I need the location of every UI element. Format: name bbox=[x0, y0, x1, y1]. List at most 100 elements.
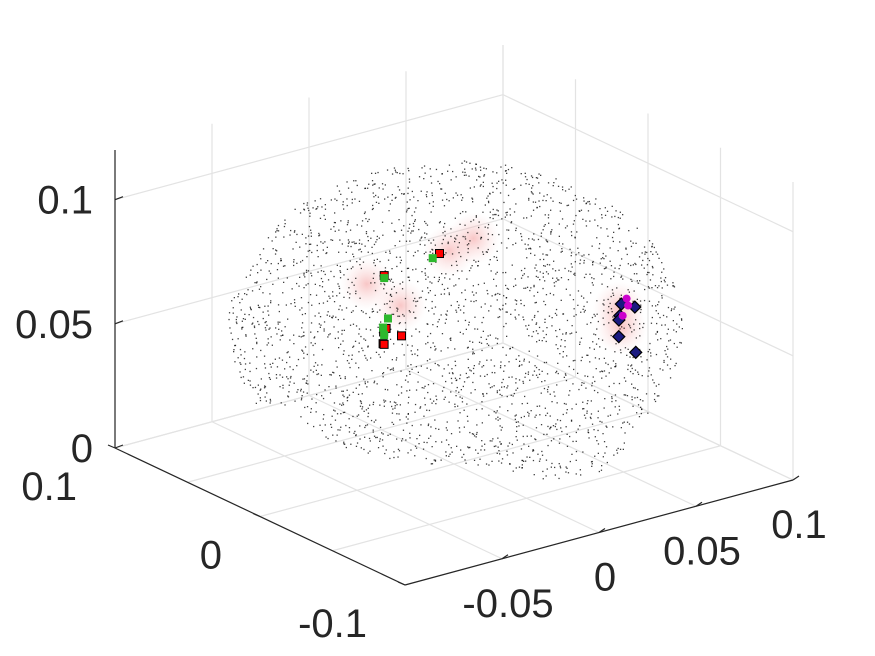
brain-point bbox=[640, 356, 642, 358]
brain-point bbox=[444, 396, 446, 398]
brain-point bbox=[469, 369, 471, 371]
brain-point bbox=[354, 430, 356, 433]
brain-point bbox=[405, 240, 408, 242]
brain-point bbox=[327, 279, 330, 281]
brain-point bbox=[457, 246, 459, 248]
brain-point bbox=[582, 408, 584, 410]
diamond-marker bbox=[611, 329, 626, 344]
brain-point bbox=[469, 162, 471, 164]
brain-point bbox=[430, 426, 432, 428]
brain-point bbox=[497, 210, 499, 212]
brain-point bbox=[537, 238, 540, 241]
brain-point bbox=[496, 452, 498, 454]
brain-point bbox=[539, 414, 541, 416]
brain-point bbox=[270, 302, 272, 304]
brain-point bbox=[480, 238, 482, 240]
brain-point bbox=[558, 223, 560, 225]
brain-point bbox=[448, 292, 450, 294]
brain-point bbox=[566, 204, 568, 207]
brain-point bbox=[459, 431, 461, 433]
brain-point bbox=[383, 399, 385, 401]
brain-point bbox=[496, 410, 498, 412]
brain-point bbox=[407, 207, 409, 210]
brain-point bbox=[557, 279, 559, 281]
brain-point bbox=[350, 245, 352, 248]
brain-point bbox=[428, 239, 430, 242]
brain-point bbox=[562, 243, 564, 245]
brain-point bbox=[275, 231, 277, 233]
brain-point bbox=[471, 198, 474, 200]
brain-point bbox=[443, 226, 445, 228]
brain-point bbox=[387, 196, 389, 198]
brain-point bbox=[427, 292, 430, 294]
brain-point bbox=[375, 419, 377, 421]
brain-point bbox=[441, 173, 443, 175]
brain-point bbox=[459, 212, 462, 215]
brain-point bbox=[546, 194, 548, 196]
brain-point bbox=[577, 304, 579, 306]
brain-point bbox=[515, 378, 517, 380]
brain-point bbox=[552, 425, 555, 427]
brain-point bbox=[619, 241, 621, 243]
brain-point bbox=[535, 439, 537, 441]
brain-point bbox=[502, 272, 504, 274]
brain-point bbox=[504, 216, 506, 218]
brain-point bbox=[582, 401, 584, 403]
brain-point bbox=[425, 457, 427, 460]
brain-point bbox=[311, 275, 313, 277]
brain-point bbox=[352, 310, 354, 312]
brain-point bbox=[397, 448, 400, 450]
brain-point bbox=[421, 236, 423, 238]
brain-point bbox=[535, 374, 538, 376]
brain-point bbox=[531, 192, 533, 194]
y-tick-mark bbox=[695, 501, 703, 507]
brain-point bbox=[256, 341, 258, 343]
brain-point bbox=[522, 274, 524, 277]
brain-point bbox=[374, 264, 376, 267]
brain-point bbox=[536, 206, 538, 209]
brain-point bbox=[361, 406, 364, 408]
brain-point bbox=[475, 449, 477, 451]
brain-point bbox=[431, 194, 433, 197]
brain-point bbox=[580, 209, 583, 211]
brain-point bbox=[589, 416, 592, 418]
brain-point bbox=[511, 443, 513, 446]
brain-point bbox=[383, 303, 386, 305]
brain-point bbox=[469, 340, 471, 342]
brain-point bbox=[414, 317, 416, 319]
brain-point bbox=[533, 316, 536, 318]
brain-point bbox=[511, 167, 513, 169]
brain-point bbox=[359, 405, 362, 407]
brain-point bbox=[446, 421, 448, 423]
brain-point bbox=[473, 352, 475, 355]
brain-point bbox=[466, 347, 469, 349]
brain-point bbox=[549, 249, 551, 251]
brain-point bbox=[461, 199, 463, 201]
brain-point bbox=[472, 341, 474, 343]
brain-point bbox=[464, 168, 466, 170]
brain-point bbox=[282, 384, 284, 386]
brain-point bbox=[368, 437, 371, 440]
brain-point bbox=[575, 214, 577, 217]
brain-point bbox=[430, 346, 432, 349]
brain-point bbox=[344, 443, 346, 445]
brain-point bbox=[364, 381, 366, 383]
brain-point bbox=[649, 279, 652, 281]
brain-point bbox=[333, 409, 335, 411]
brain-point bbox=[447, 287, 449, 289]
brain-point bbox=[503, 370, 505, 372]
brain-point bbox=[301, 233, 303, 235]
brain-point bbox=[539, 246, 541, 248]
brain-point bbox=[522, 382, 525, 384]
brain-point bbox=[395, 402, 397, 404]
brain-point bbox=[496, 390, 498, 392]
brain-point bbox=[440, 459, 442, 461]
brain-point bbox=[515, 284, 517, 286]
brain-point bbox=[459, 223, 461, 225]
brain-point bbox=[590, 417, 592, 420]
brain-point bbox=[259, 389, 261, 391]
brain-point bbox=[525, 183, 527, 185]
brain-point bbox=[256, 263, 258, 266]
square-marker bbox=[380, 331, 389, 340]
brain-point bbox=[410, 232, 412, 234]
